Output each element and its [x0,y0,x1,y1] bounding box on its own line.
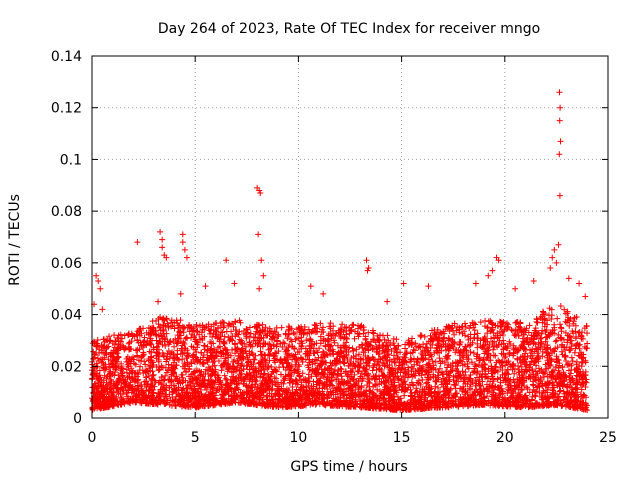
chart-svg: 0510152025 00.020.040.060.080.10.120.14 … [0,0,640,480]
roti-chart: 0510152025 00.020.040.060.080.10.120.14 … [0,0,640,480]
